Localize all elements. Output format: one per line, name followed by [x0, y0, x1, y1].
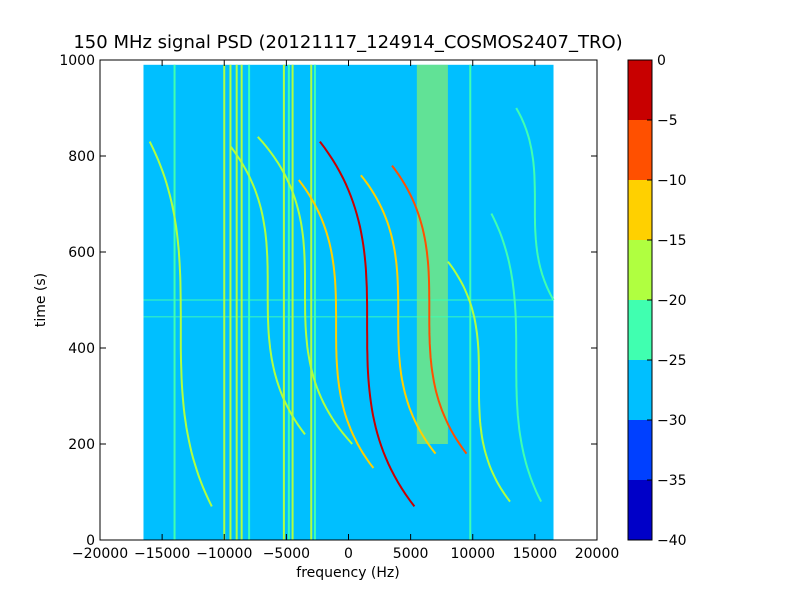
colorbar-band	[628, 420, 652, 480]
doppler-track	[490, 213, 542, 503]
doppler-track	[148, 141, 213, 507]
colorbar: −40 −35 −30 −25 −20 −15 −10 −5 0	[627, 53, 687, 549]
doppler-track	[297, 179, 375, 469]
colorbar-tick-label: −40	[657, 533, 687, 549]
y-tick-label: 0	[86, 533, 95, 549]
colorbar-tick-label: −15	[657, 233, 687, 249]
x-tick-label: −20000	[72, 546, 128, 562]
colorbar-band	[628, 60, 652, 120]
colorbar-ticks: −40 −35 −30 −25 −20 −15 −10 −5 0	[647, 53, 687, 549]
x-axis-label: frequency (Hz)	[296, 565, 399, 581]
doppler-track	[391, 165, 468, 455]
x-tick-label: −10000	[196, 546, 252, 562]
x-tick-label: 5000	[393, 546, 429, 562]
doppler-track	[360, 174, 437, 455]
chart-title: 150 MHz signal PSD (20121117_124914_COSM…	[73, 32, 622, 53]
colorbar-band	[628, 480, 652, 540]
x-axis-ticks: −20000 −15000 −10000 −5000 0 5000 10000 15000 20…	[72, 60, 619, 562]
x-tick-label: 15000	[513, 546, 558, 562]
y-axis-ticks: 0 200 400 600 800 1000	[59, 53, 597, 549]
colorbar-bands	[628, 60, 652, 540]
x-tick-label: 20000	[575, 546, 620, 562]
colorbar-band	[628, 300, 652, 360]
y-tick-label: 1000	[59, 53, 95, 69]
spectrogram-heatmap	[143, 64, 555, 541]
plot-area: −20000 −15000 −10000 −5000 0 5000 10000 15000 20…	[59, 53, 619, 562]
doppler-track	[515, 107, 555, 301]
colorbar-tick-label: −20	[657, 293, 687, 309]
doppler-track	[229, 145, 306, 435]
x-tick-label: 10000	[450, 546, 495, 562]
colorbar-band	[628, 120, 652, 180]
colorbar-tick-label: −25	[657, 353, 687, 369]
doppler-track	[257, 136, 353, 445]
colorbar-band	[628, 240, 652, 300]
colorbar-tick-label: −10	[657, 173, 687, 189]
y-tick-label: 800	[68, 149, 95, 165]
noise-region	[416, 64, 448, 445]
x-tick-label: −5000	[263, 546, 310, 562]
y-axis-label: time (s)	[33, 273, 49, 327]
doppler-track	[319, 140, 416, 508]
colorbar-tick-label: −30	[657, 413, 687, 429]
colorbar-tick-label: −5	[657, 113, 678, 129]
colorbar-tick-label: 0	[657, 53, 666, 69]
colorbar-band	[628, 180, 652, 240]
y-tick-label: 200	[68, 437, 95, 453]
x-tick-label: −15000	[134, 546, 190, 562]
doppler-track	[447, 261, 511, 503]
x-tick-label: 0	[344, 546, 353, 562]
heatmap-background	[143, 64, 554, 541]
y-tick-label: 400	[68, 341, 95, 357]
colorbar-band	[628, 360, 652, 420]
y-tick-label: 600	[68, 245, 95, 261]
colorbar-tick-label: −35	[657, 473, 687, 489]
